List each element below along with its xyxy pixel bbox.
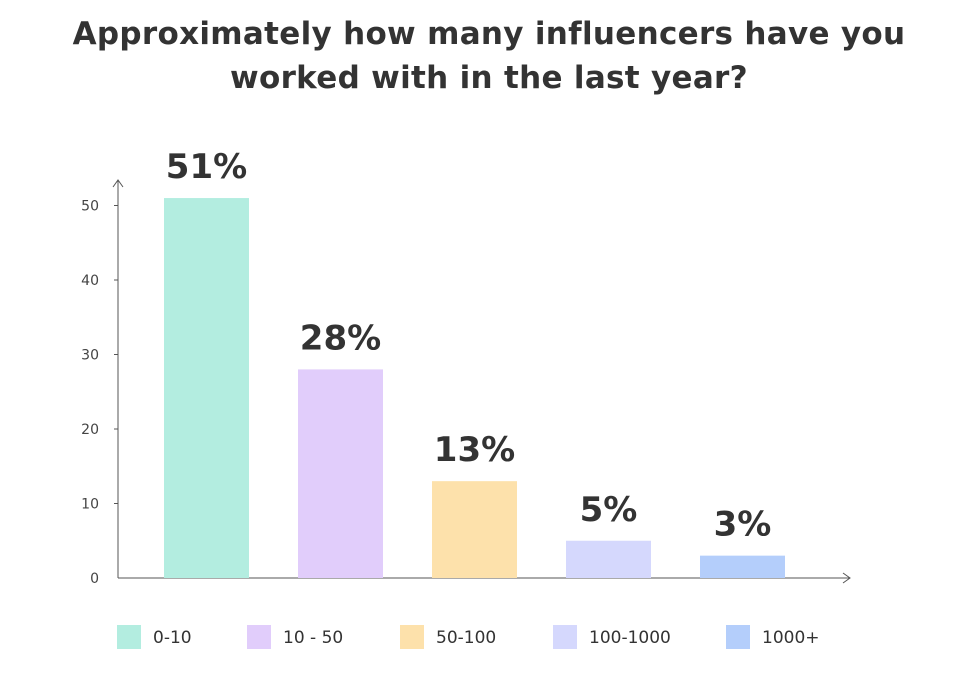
data-label-3: 5% [580,490,638,530]
legend-label-1: 10 - 50 [283,628,343,648]
y-tick-label: 40 [81,273,99,289]
chart-title: Approximately how many influencers have … [0,12,978,100]
y-tick-label: 30 [81,348,99,364]
legend-swatch-1 [247,625,271,649]
y-tick-label: 20 [81,422,99,438]
bar-1 [298,369,383,578]
legend-label-0: 0-10 [153,628,192,648]
y-axis-arrow-icon [112,179,124,188]
legend-swatch-0 [117,625,141,649]
legend-swatch-3 [553,625,577,649]
data-label-1: 28% [300,318,381,358]
legend-swatch-2 [400,625,424,649]
legend-label-4: 1000+ [762,628,820,648]
bar-4 [700,555,785,578]
x-axis-arrow-icon [842,572,851,584]
data-label-0: 51% [166,147,247,187]
bar-2 [432,481,517,578]
legend-label-3: 100-1000 [589,628,671,648]
y-tick-label: 50 [81,199,99,215]
legend-label-2: 50-100 [436,628,496,648]
bar-3 [566,540,651,578]
y-tick-label: 10 [81,497,99,513]
chart-title-line-1: Approximately how many influencers have … [72,16,906,52]
data-label-4: 3% [714,505,772,545]
bar-0 [164,198,249,579]
data-label-2: 13% [434,430,515,470]
chart-title-line-2: worked with in the last year? [230,60,748,96]
legend-swatch-4 [726,625,750,649]
y-tick-label: 0 [90,571,99,587]
